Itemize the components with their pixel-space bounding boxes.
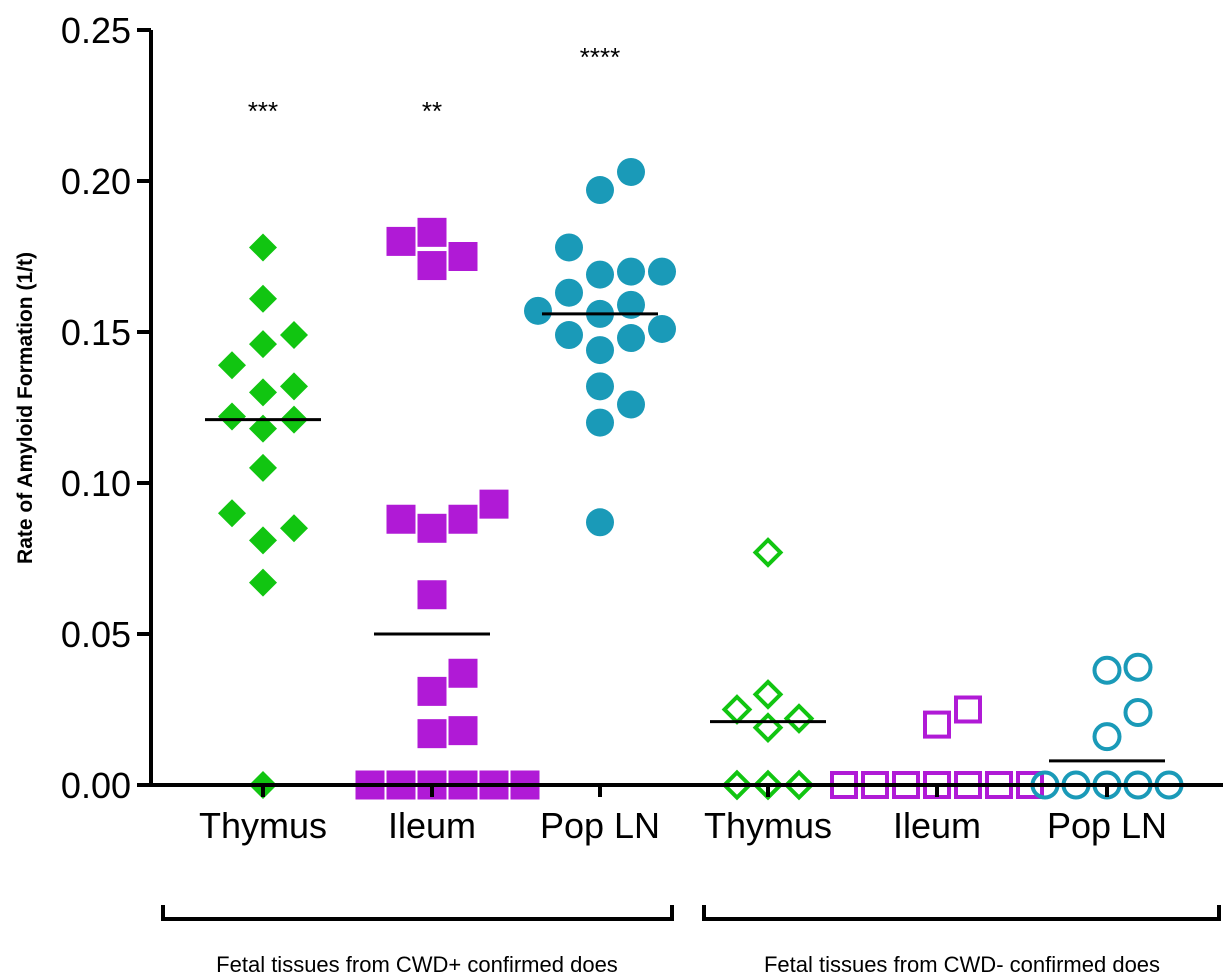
data-point	[721, 769, 753, 801]
y-ticks: 0.00 0.05 0.10 0.15 0.20 0.25	[61, 10, 151, 806]
data-point	[448, 716, 478, 746]
data-point	[1092, 722, 1122, 752]
y-tick-label: 0.20	[61, 161, 131, 202]
data-point	[923, 710, 951, 739]
data-point	[586, 260, 614, 289]
points-layer	[218, 157, 1184, 801]
data-point	[249, 526, 277, 555]
data-point	[448, 504, 478, 534]
data-point	[249, 568, 277, 597]
x-tick-label: Ileum	[893, 805, 981, 846]
data-point	[617, 157, 645, 186]
significance-markers: *** ******	[248, 42, 620, 126]
data-point	[752, 769, 784, 801]
data-point	[417, 719, 447, 749]
data-point	[752, 679, 784, 710]
data-point	[448, 658, 478, 688]
data-point	[648, 314, 676, 343]
data-point	[586, 372, 614, 401]
y-axis-label: Rate of Amyloid Formation (1/t)	[14, 252, 37, 564]
data-point	[752, 537, 784, 568]
group-label: Fetal tissues from CWD+ confirmed does	[216, 952, 618, 976]
y-tick-label: 0.10	[61, 463, 131, 504]
data-point	[280, 514, 308, 543]
significance-label: ***	[248, 96, 278, 126]
data-point	[954, 695, 982, 724]
data-point	[280, 321, 308, 350]
data-point	[586, 176, 614, 205]
data-point	[617, 257, 645, 286]
data-point	[479, 489, 509, 519]
data-point	[249, 378, 277, 407]
data-point	[417, 676, 447, 706]
group-brackets: Fetal tissues from CWD+ confirmed does Fe…	[161, 905, 1221, 976]
group-bracket	[161, 905, 674, 921]
data-point	[249, 414, 277, 443]
y-tick-label: 0.05	[61, 614, 131, 655]
data-point	[448, 242, 478, 271]
data-point	[586, 408, 614, 437]
y-tick-label: 0.15	[61, 312, 131, 353]
x-tick-label: Thymus	[199, 805, 327, 846]
data-point	[218, 351, 246, 380]
x-tick-label: Pop LN	[1047, 805, 1167, 846]
data-point	[555, 233, 583, 262]
data-point	[617, 290, 645, 319]
data-point	[752, 712, 784, 743]
y-tick-label: 0.00	[61, 765, 131, 806]
data-point	[783, 769, 815, 801]
data-point	[417, 513, 447, 543]
data-point	[249, 233, 277, 262]
x-tick-label: Pop LN	[540, 805, 660, 846]
group-label: Fetal tissues from CWD- confirmed does	[764, 952, 1160, 976]
data-point	[617, 390, 645, 419]
data-point	[386, 504, 416, 534]
data-point	[1123, 652, 1153, 682]
data-point	[524, 296, 552, 325]
data-point	[218, 402, 246, 431]
data-point	[617, 324, 645, 353]
data-point	[249, 330, 277, 359]
x-ticks: Thymus Ileum Pop LN Thymus Ileum Pop LN	[199, 785, 1167, 846]
data-point	[721, 694, 753, 725]
data-point	[1123, 698, 1153, 728]
data-point	[586, 508, 614, 537]
x-tick-label: Thymus	[704, 805, 832, 846]
data-point	[280, 372, 308, 401]
group-bracket	[702, 905, 1221, 921]
data-point	[417, 580, 447, 610]
significance-label: **	[422, 96, 442, 126]
medians-layer	[205, 312, 1165, 787]
x-tick-label: Ileum	[388, 805, 476, 846]
data-point	[249, 453, 277, 482]
data-point	[417, 217, 447, 247]
data-point	[249, 284, 277, 313]
significance-label: ****	[580, 42, 620, 72]
data-point	[386, 226, 416, 256]
data-point	[218, 499, 246, 528]
data-point	[417, 251, 447, 281]
data-point	[555, 278, 583, 307]
data-point	[1092, 655, 1122, 685]
data-point	[555, 321, 583, 350]
data-point	[586, 336, 614, 365]
y-tick-label: 0.25	[61, 10, 131, 51]
data-point	[783, 703, 815, 734]
data-point	[648, 257, 676, 286]
